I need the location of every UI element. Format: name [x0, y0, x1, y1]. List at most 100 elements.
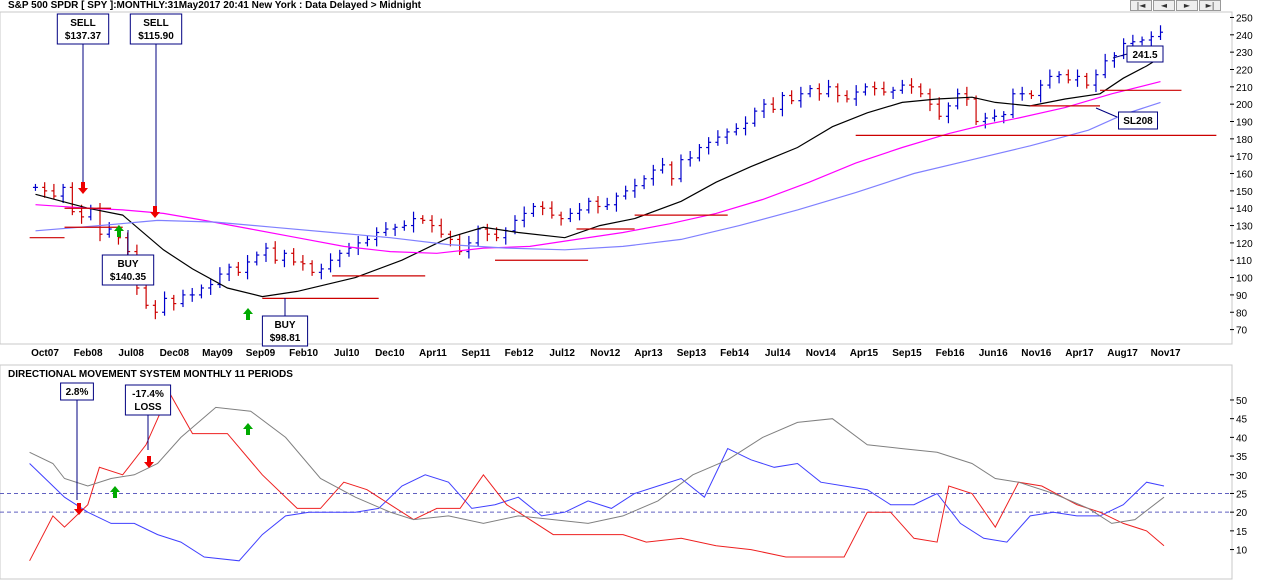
ohlc-bar	[180, 289, 186, 308]
buy-signal-label-text: $140.35	[110, 272, 147, 283]
ohlc-bar	[641, 175, 647, 190]
nav-prev-button[interactable]: ◄	[1153, 0, 1175, 11]
price-y-tick-label: 170	[1236, 152, 1253, 163]
ohlc-bar	[567, 208, 573, 223]
ohlc-bar	[152, 300, 158, 320]
ohlc-bar	[69, 182, 75, 216]
ohlc-bar	[208, 279, 214, 295]
x-tick-label: Sep09	[246, 348, 276, 359]
ohlc-bar	[318, 263, 324, 280]
ohlc-bar	[936, 97, 942, 120]
ohlc-bar	[761, 98, 767, 119]
ohlc-bar	[32, 183, 38, 191]
ohlc-bar	[789, 90, 795, 105]
price-y-tick-label: 230	[1236, 48, 1253, 59]
price-y-tick-label: 70	[1236, 326, 1248, 337]
ohlc-bar	[245, 255, 251, 280]
price-y-tick-label: 120	[1236, 239, 1253, 250]
ohlc-bar	[392, 223, 398, 236]
ohlc-bar	[798, 86, 804, 108]
ohlc-bar	[1158, 25, 1164, 41]
chart-header: S&P 500 SPDR [ SPY ]:MONTHLY:31May2017 2…	[8, 0, 422, 11]
sell-arrow-shaft	[81, 182, 85, 188]
trade-result-label-text: -17.4%	[132, 389, 164, 400]
ohlc-bar	[457, 234, 463, 256]
nav-next-button[interactable]: ►	[1176, 0, 1198, 11]
ohlc-bar	[420, 215, 426, 224]
ohlc-bar	[198, 284, 204, 299]
ohlc-bar	[743, 116, 749, 136]
price-panel-frame	[0, 11, 1233, 345]
x-tick-label: Apr15	[850, 348, 879, 359]
moving-average-line	[35, 101, 1161, 251]
trade-result-label-box	[124, 384, 172, 416]
ohlc-bar	[429, 215, 435, 233]
ohlc-bar	[715, 130, 721, 146]
x-tick-label: Apr17	[1065, 348, 1094, 359]
sell-arrow-head	[78, 188, 88, 194]
nav-first-button[interactable]: |◄	[1130, 0, 1152, 11]
buy-signal-label-text: BUY	[117, 259, 138, 270]
buy-signal-label: BUY $98.81	[261, 298, 309, 347]
ohlc-bar	[1047, 69, 1053, 89]
ohlc-bar	[383, 222, 389, 236]
x-tick-label: Dec10	[375, 348, 405, 359]
sell-signal-label-box	[129, 13, 183, 45]
ohlc-bar	[955, 88, 961, 110]
ohlc-bar	[401, 220, 407, 231]
ohlc-bar	[51, 183, 57, 200]
dms-panel: DIRECTIONAL MOVEMENT SYSTEM MONTHLY 11 P…	[0, 364, 1248, 580]
x-tick-label: Apr11	[419, 348, 447, 359]
x-tick-label: Nov16	[1021, 348, 1051, 359]
sell-arrow	[144, 456, 154, 468]
ohlc-bar	[162, 291, 168, 316]
ohlc-bar	[328, 253, 334, 273]
stop-loss-leader	[1095, 107, 1118, 118]
price-y-tick-label: 140	[1236, 204, 1253, 215]
x-tick-label: Feb10	[289, 348, 318, 359]
ohlc-bar	[300, 255, 306, 271]
ohlc-bar	[595, 196, 601, 214]
price-y-tick-label: 190	[1236, 118, 1253, 129]
price-y-tick-label: 150	[1236, 187, 1253, 198]
ohlc-bar	[143, 284, 149, 309]
x-tick-label: Jul08	[118, 348, 144, 359]
ohlc-bar	[899, 79, 905, 94]
ohlc-bar	[604, 197, 610, 210]
x-tick-label: Nov12	[590, 348, 620, 359]
ohlc-bar	[235, 261, 241, 276]
ohlc-bar	[281, 249, 287, 268]
x-tick-label: Sep15	[892, 348, 922, 359]
x-tick-label: Sep13	[677, 348, 707, 359]
dms-series-line	[29, 447, 1165, 562]
x-tick-label: Jul10	[334, 348, 360, 359]
nav-last-button[interactable]: ►|	[1199, 0, 1221, 11]
trade-result-label-text: 2.8%	[66, 387, 89, 398]
x-tick-label: Dec08	[160, 348, 190, 359]
sell-signal-label-text: $137.37	[65, 31, 102, 42]
ohlc-bar	[862, 83, 868, 96]
dms-panel-frame	[0, 364, 1233, 580]
x-tick-label: Feb14	[720, 348, 749, 359]
ohlc-bar	[549, 201, 555, 219]
price-y-tick-label: 250	[1236, 13, 1253, 24]
stop-loss-label-text: SL208	[1123, 116, 1153, 127]
dms-y-tick-label: 35	[1236, 452, 1248, 463]
ohlc-bar	[982, 112, 988, 129]
buy-arrow-shaft	[246, 314, 250, 320]
ohlc-bar	[678, 154, 684, 183]
ohlc-bar	[807, 85, 813, 98]
ohlc-bar	[770, 97, 776, 113]
x-tick-label: Sep11	[462, 348, 491, 359]
ohlc-bar	[909, 78, 915, 94]
buy-arrow-shaft	[113, 492, 117, 498]
trade-result-label: -17.4% LOSS	[124, 384, 172, 450]
price-y-tick-label: 110	[1236, 256, 1252, 267]
ohlc-bar	[1093, 69, 1099, 93]
ohlc-bar	[1075, 69, 1081, 87]
stop-loss-label: SL208	[1118, 111, 1158, 130]
sell-arrow	[74, 503, 84, 515]
sell-arrow-shaft	[147, 456, 151, 462]
dms-y-tick-label: 20	[1236, 508, 1248, 519]
